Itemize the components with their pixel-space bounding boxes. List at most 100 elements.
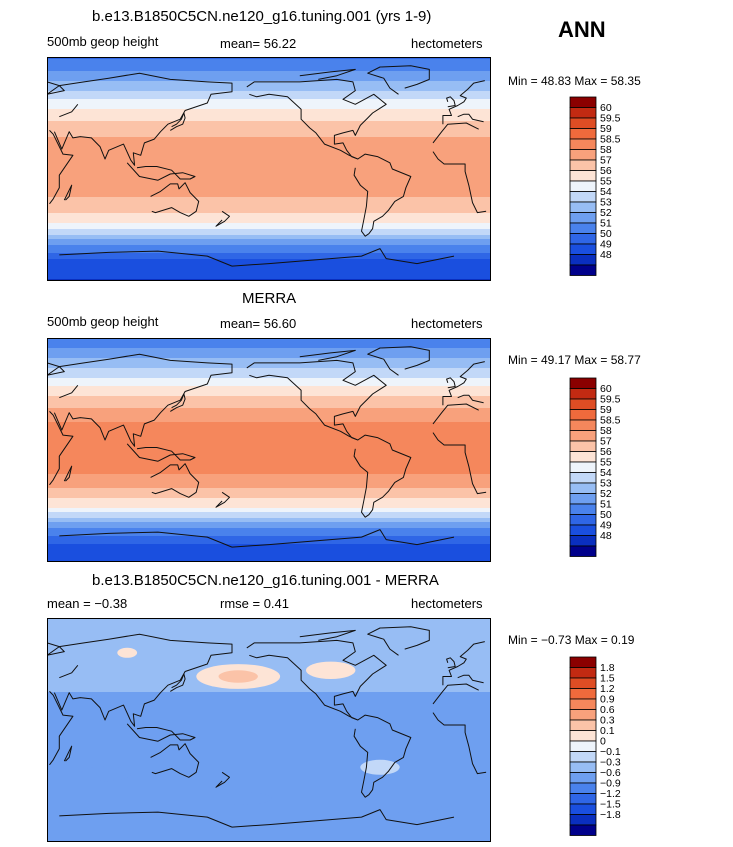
field-band [47, 149, 491, 152]
field-band [47, 648, 491, 651]
colorbar-box [569, 514, 597, 526]
colorbar-tick-label: 54 [600, 186, 612, 198]
field-band [47, 818, 491, 821]
colorbar-box [569, 677, 597, 689]
anomaly-region [360, 759, 400, 775]
field-band [47, 83, 491, 86]
field-band [47, 249, 491, 252]
field-band [47, 524, 491, 527]
anomaly-region [81, 766, 131, 782]
colorbar-tick-label: −1.8 [600, 809, 621, 821]
field-band [47, 768, 491, 771]
field-band [47, 255, 491, 258]
field-band [47, 199, 491, 202]
field-band [47, 646, 491, 649]
colorbar-box [569, 793, 597, 805]
field-band [47, 702, 491, 705]
map-frame [47, 57, 491, 281]
field-band [47, 724, 491, 727]
coastline-antarctica-coast [231, 529, 455, 548]
colorbar-box [569, 482, 597, 494]
field-band [47, 512, 491, 515]
panel-3-units: hectometers [411, 596, 483, 611]
field-band [47, 732, 491, 735]
panel-2-minmax: Min = 49.17 Max = 58.77 [508, 353, 641, 367]
field-band [47, 806, 491, 809]
field-band [47, 466, 491, 469]
field-band [47, 760, 491, 763]
field-band [47, 207, 491, 210]
field-band [47, 518, 491, 521]
field-band [47, 133, 491, 136]
field-band [47, 263, 491, 266]
field-band [47, 546, 491, 549]
field-band [47, 722, 491, 725]
colorbar-tick-label: 60 [600, 383, 612, 395]
field-band [47, 113, 491, 116]
field-band [47, 59, 491, 62]
field-band [47, 786, 491, 789]
coastline-asia [59, 103, 79, 118]
field-band [47, 245, 491, 248]
coastline-asia [59, 664, 79, 679]
colorbar-tick-label: −1.2 [600, 788, 621, 800]
colorbar-box [569, 201, 597, 213]
colorbar-tick-label: −1.5 [600, 799, 621, 811]
field-band [47, 428, 491, 431]
coastline-africa [432, 122, 479, 144]
colorbar-box [569, 472, 597, 484]
field-band [47, 165, 491, 168]
field-band [47, 213, 491, 216]
field-band [47, 137, 491, 140]
field-band [47, 145, 491, 148]
field-band [47, 718, 491, 721]
coastline-africa [49, 691, 74, 766]
field-band [47, 410, 491, 413]
field-band [47, 454, 491, 457]
field-band [47, 127, 491, 130]
colorbar-tick-label: 0 [600, 736, 606, 748]
field-band [47, 123, 491, 126]
field-band [47, 97, 491, 100]
colorbar-box [569, 149, 597, 161]
coastline-greenland [367, 65, 430, 95]
field-band [47, 744, 491, 747]
field-band [47, 131, 491, 134]
colorbar-tick-label: 0.3 [600, 715, 615, 727]
field-band [47, 486, 491, 489]
field-band [47, 382, 491, 385]
field-band [47, 416, 491, 419]
colorbar-box [569, 740, 597, 752]
map-frame [47, 338, 491, 562]
field-band [47, 57, 491, 60]
field-band [47, 514, 491, 517]
colorbar-tick-label: 48 [600, 249, 612, 261]
field-band [47, 257, 491, 260]
field-band [47, 404, 491, 407]
field-band [47, 171, 491, 174]
colorbar-tick-label: 1.5 [600, 673, 615, 685]
field-band [47, 159, 491, 162]
coastline-greenland [367, 626, 430, 656]
colorbar-box [569, 803, 597, 815]
coastline-africa [432, 403, 479, 425]
field-band [47, 816, 491, 819]
coastline-arctic-islands [299, 349, 356, 361]
coastline-new-zealand [215, 210, 230, 227]
coastline-antarctica-coast [231, 809, 455, 828]
colorbar-box [569, 667, 597, 679]
field-band [47, 804, 491, 807]
field-band [47, 782, 491, 785]
coastline-antarctica-coast [231, 248, 455, 267]
field-band [47, 474, 491, 477]
field-band [47, 784, 491, 787]
field-band [47, 354, 491, 357]
colorbar-tick-label: 0.6 [600, 704, 615, 716]
coastline-antarctica-coast [59, 811, 233, 828]
field-band [47, 634, 491, 637]
field-band [47, 378, 491, 381]
field-band [47, 73, 491, 76]
field-band [47, 644, 491, 647]
field-band [47, 418, 491, 421]
colorbar-box [569, 243, 597, 255]
